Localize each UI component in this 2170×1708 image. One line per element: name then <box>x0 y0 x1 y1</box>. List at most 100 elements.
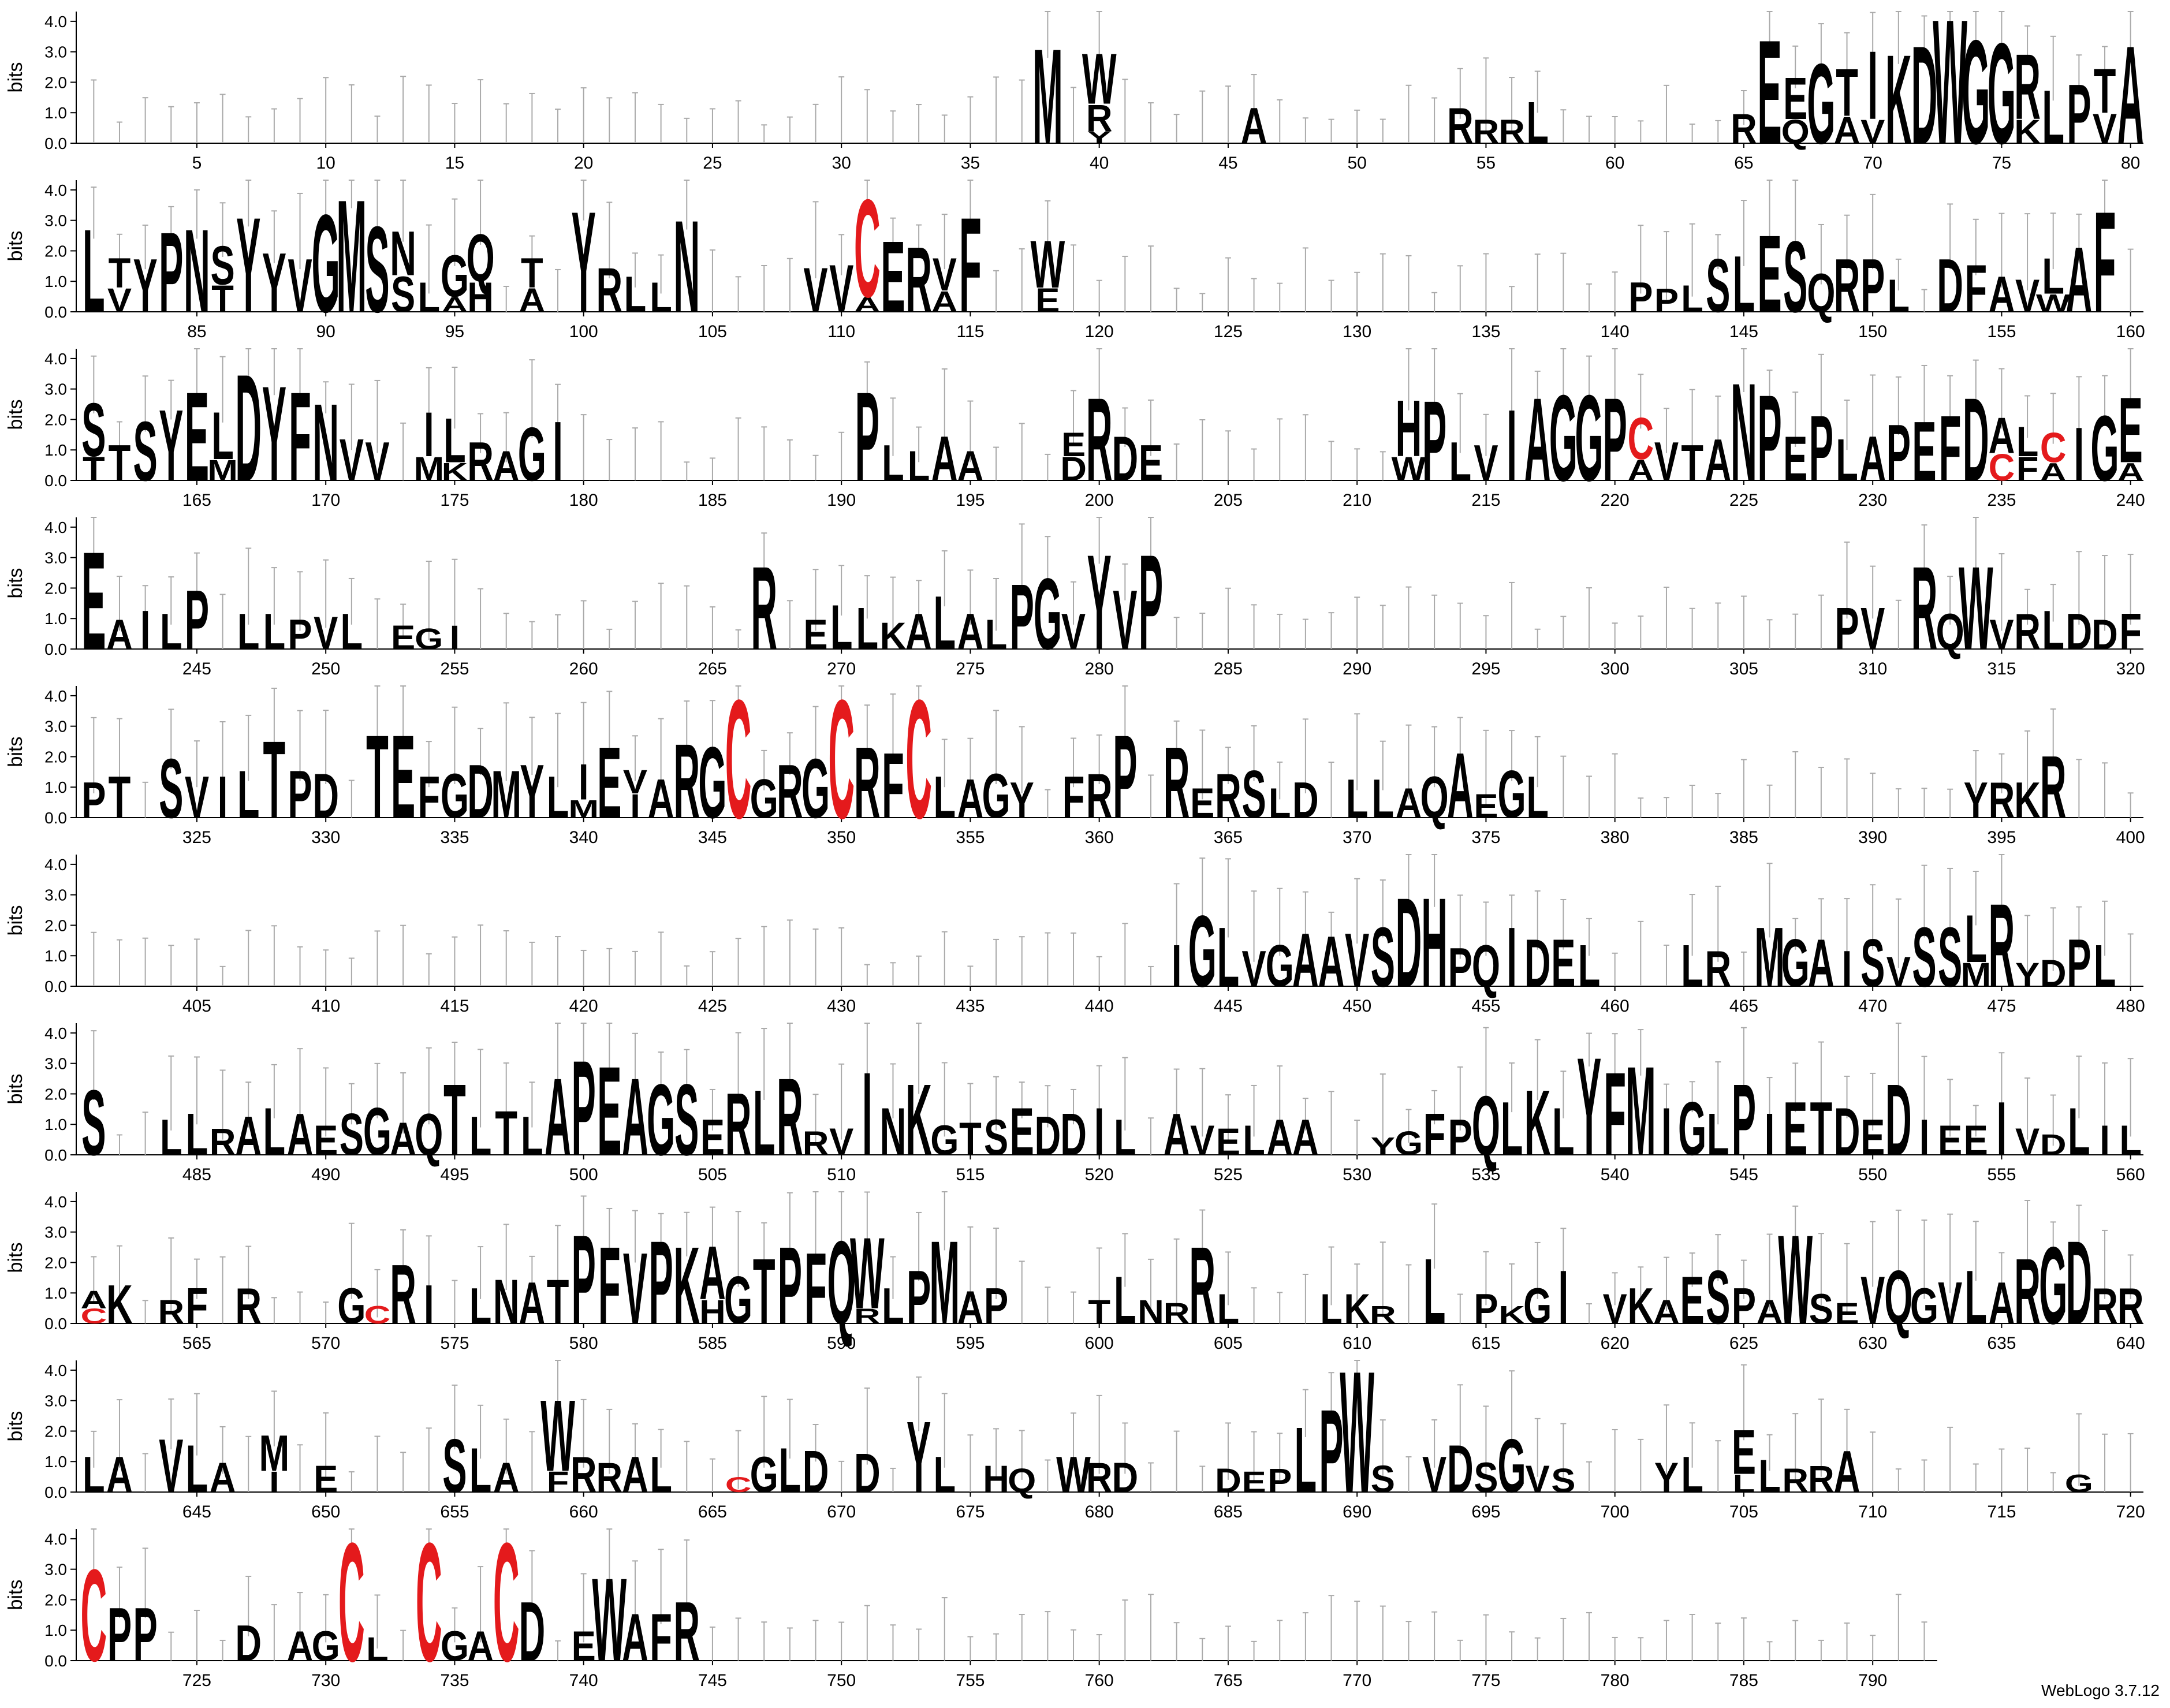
residue-letter: S <box>1938 910 1962 1005</box>
residue-letter: S <box>81 1071 106 1174</box>
x-tick-label: 405 <box>182 997 211 1016</box>
logo-row-1: bits 0.0 1.0 2.0 3.0 4.0 5 10 15 20 25 30 35 40 45 50 55… <box>5 0 2144 181</box>
residue-letter: R <box>1086 1454 1113 1501</box>
x-tick-label: 460 <box>1601 997 1630 1016</box>
x-tick-label: 125 <box>1214 322 1243 341</box>
residue-letter: R <box>673 1584 700 1679</box>
x-tick-label: 320 <box>2116 659 2145 678</box>
y-tick-label: 3.0 <box>44 43 67 61</box>
residue-letter: V <box>829 1121 853 1163</box>
residue-letter: P <box>1603 374 1627 506</box>
residue-letter: I <box>1661 1094 1672 1169</box>
residue-letter: I <box>1842 941 1852 998</box>
residue-letter: G <box>518 411 546 497</box>
residue-letter: N <box>312 381 339 504</box>
residue-letter: G <box>750 769 778 830</box>
residue-letter: M <box>336 166 367 346</box>
residue-letter: R <box>777 748 803 834</box>
residue-letter: A <box>957 769 984 830</box>
residue-letter: Y <box>236 189 260 341</box>
residue-letter: L <box>624 267 647 323</box>
residue-letter: P <box>572 1032 596 1184</box>
x-tick-label: 610 <box>1343 1334 1371 1353</box>
y-tick-label: 4.0 <box>44 13 67 31</box>
residue-letter: R <box>1731 105 1757 152</box>
x-tick-label: 585 <box>698 1334 727 1353</box>
y-tick-label: 0.0 <box>44 1483 67 1501</box>
residue-letter: M <box>568 795 599 823</box>
x-tick-label: 260 <box>569 659 598 678</box>
residue-letter: L <box>650 274 672 321</box>
residue-letter: G <box>1523 1278 1552 1335</box>
residue-letter: V <box>1860 596 1885 662</box>
residue-letter: T <box>495 1098 517 1169</box>
residue-letter: R <box>1215 761 1241 832</box>
residue-letter: D <box>2040 952 2067 994</box>
residue-letter: L <box>237 604 260 661</box>
residue-letter: I <box>630 787 640 825</box>
residue-letter: V <box>829 251 853 326</box>
residue-letter: V <box>1654 431 1679 493</box>
x-tick-label: 55 <box>1477 154 1496 173</box>
residue-letter: I <box>424 1274 434 1336</box>
residue-letter: P <box>159 209 183 337</box>
x-tick-label: 300 <box>1601 659 1630 678</box>
x-tick-label: 130 <box>1343 322 1371 341</box>
x-tick-label: 505 <box>698 1165 727 1184</box>
residue-letter: K <box>905 1064 932 1177</box>
residue-letter: G <box>1034 558 1062 672</box>
residue-letter: Y <box>262 236 286 330</box>
residue-letter: T <box>443 1064 466 1177</box>
residue-letter: H <box>699 1293 726 1330</box>
residue-letter: P <box>1319 1386 1343 1517</box>
residue-letter: G <box>801 741 830 836</box>
x-tick-label: 205 <box>1214 491 1243 510</box>
residue-letter: R <box>1189 1224 1216 1347</box>
residue-letter: G <box>1781 925 1810 1001</box>
residue-letter: N <box>493 1267 520 1338</box>
residue-letter: G <box>750 1447 778 1504</box>
x-tick-label: 365 <box>1214 828 1243 847</box>
residue-letter: R <box>905 228 932 331</box>
y-tick-label: 1.0 <box>44 778 67 796</box>
y-axis-label: bits <box>5 905 27 936</box>
residue-letter: L <box>1758 1450 1781 1502</box>
x-tick-label: 655 <box>440 1502 469 1521</box>
residue-letter: Q <box>1936 604 1964 661</box>
y-tick-label: 3.0 <box>44 381 67 398</box>
residue-letter: A <box>1396 780 1422 827</box>
residue-letter: G <box>1807 40 1835 168</box>
x-tick-label: 245 <box>182 659 211 678</box>
residue-letter: A <box>1705 428 1731 494</box>
x-tick-label: 255 <box>440 659 469 678</box>
residue-letter: V <box>1989 611 2014 658</box>
residue-letter: L <box>1681 1447 1703 1504</box>
residue-letter: A <box>442 293 468 316</box>
residue-letter: R <box>1498 113 1525 150</box>
residue-letter: M <box>413 450 444 487</box>
residue-letter: V <box>1061 604 1086 661</box>
residue-letter: E <box>1757 212 1781 335</box>
residue-letter: T <box>109 249 131 296</box>
residue-letter: L <box>160 604 182 661</box>
x-tick-label: 755 <box>956 1671 985 1690</box>
residue-letter: R <box>1989 773 2015 829</box>
residue-letter: K <box>2014 113 2041 150</box>
residue-letter: A <box>931 286 958 319</box>
residue-letter: D <box>1937 243 1963 328</box>
residue-letter: D <box>1396 872 1422 1014</box>
residue-letter: R <box>235 1278 262 1335</box>
y-tick-label: 3.0 <box>44 1224 67 1241</box>
residue-letter: F <box>804 1232 827 1346</box>
residue-letter: Y <box>907 1401 931 1515</box>
residue-letter: D <box>1963 374 1989 506</box>
residue-letter: V <box>1860 113 1885 150</box>
residue-letter: E <box>1035 281 1060 319</box>
y-axis-label: bits <box>5 1580 27 1610</box>
y-tick-label: 4.0 <box>44 519 67 536</box>
residue-letter: G <box>1188 895 1217 1009</box>
residue-letter: E <box>1783 66 1807 132</box>
residue-letter: D <box>854 1443 881 1504</box>
residue-letter: R <box>777 1056 803 1179</box>
residue-letter: V <box>1886 948 1911 995</box>
